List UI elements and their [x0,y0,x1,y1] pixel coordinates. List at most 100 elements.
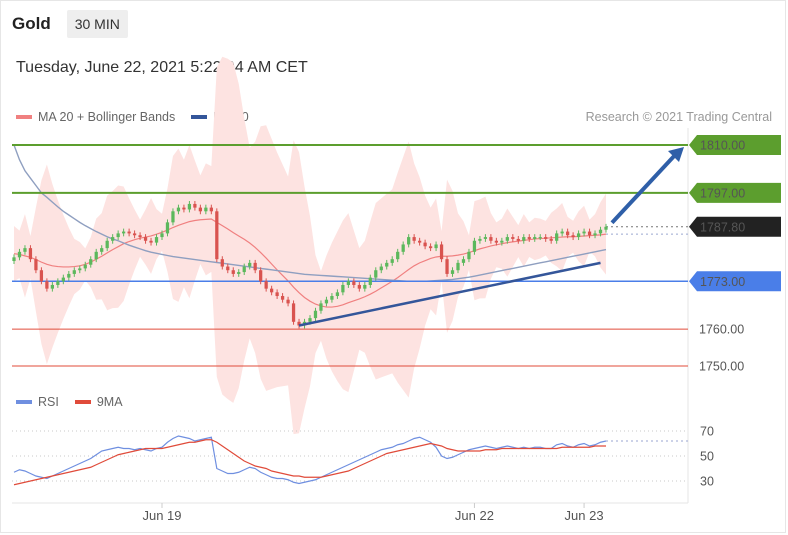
candle-body [28,248,33,260]
candle-body [313,310,318,319]
rsi-tick-label: 50 [700,450,714,464]
candle-body [280,296,285,300]
candle-body [456,262,460,271]
candle-body [319,303,323,311]
candle-body [291,303,296,322]
price-tag-label: 1797.00 [700,186,745,200]
candle-body [45,281,49,289]
chart-header: Gold 30 MIN [12,10,128,38]
candle-body [434,244,438,249]
candle-body [176,207,181,212]
candle-body [461,259,466,263]
candle-body [237,272,241,274]
candle-body [127,231,131,234]
candle-body [522,237,526,241]
candle-body [489,237,493,241]
instrument-title: Gold [12,14,51,33]
legend-item-ma20: MA 20 + Bollinger Bands [16,110,175,124]
x-axis-date-label: Jun 23 [565,508,604,523]
price-tag-label: 1787.80 [700,220,745,234]
candle-body [412,237,416,241]
candle-body [67,273,71,278]
candle-body [423,242,427,247]
candle-body [374,270,378,278]
candle-body [418,240,422,243]
candle-body [445,259,449,274]
level-label: 1760.00 [699,323,744,337]
legend-swatch-ma50 [191,115,208,119]
candle-body [500,240,504,243]
candle-body [598,229,603,234]
price-tag-resistance [689,135,781,155]
candle-body [23,248,27,252]
legend-label-ma20: MA 20 + Bollinger Bands [38,110,176,124]
candle-body [297,321,301,326]
candle-body [39,270,44,282]
candle-body [593,233,597,236]
candle-body [335,292,340,297]
candle-body [494,240,498,243]
candle-body [604,226,608,230]
candle-body [549,238,553,241]
price-tag-resistance [689,182,781,203]
candle-body [527,237,531,239]
candle-body [467,251,471,260]
legend-label-rsi: RSI [38,395,59,409]
candle-body [116,233,120,238]
candle-body [390,259,394,263]
candle-body [264,281,268,289]
candle-body [368,277,372,285]
candle-body [78,268,82,271]
candle-body [248,262,252,267]
candle-body [401,244,405,252]
rsi-tick-label: 70 [700,425,714,439]
candle-body [363,284,367,289]
candle-body [330,296,334,300]
candle-body [253,262,257,271]
candle-body [193,203,197,208]
legend-swatch-rsi [16,400,32,404]
candle-body [12,257,16,262]
candle-body [450,270,455,274]
candle-body [379,266,383,271]
candle-body [198,207,202,212]
bollinger-band [14,56,606,435]
candle-body [242,266,246,273]
interval-button[interactable]: 30 MIN [66,10,128,38]
candle-body [220,259,224,267]
support-trendline [298,261,601,327]
candle-body [83,264,87,269]
candle-body [259,270,263,282]
candle-body [396,251,400,260]
candle-body [566,231,570,236]
candle-body [587,231,592,236]
candle-body [187,203,192,210]
candle-body [270,288,274,293]
candle-body [511,237,515,239]
candle-body [132,233,137,236]
rsi-legend: RSI 9MA [16,395,139,409]
candle-body [50,284,54,289]
candle-body [533,237,537,239]
forecast-arrow-head [668,147,684,162]
rsi-line [13,435,607,485]
candle-body [385,262,389,267]
candle-body [560,231,564,234]
candle-body [352,281,356,285]
candle-body [308,318,312,322]
candle-body [544,237,548,239]
price-tag-label: 1773.00 [700,275,745,289]
legend-swatch-ma20 [16,115,32,119]
rsi-tick-label: 30 [700,475,714,489]
level-label: 1750.00 [699,360,744,374]
legend-swatch-9ma [74,400,91,404]
candle-body [357,284,361,289]
research-credit: Research © 2021 Trading Central [585,110,772,124]
price-tag-last [689,216,781,237]
candle-body [122,231,126,234]
candle-body [286,299,290,304]
candle-body [171,211,175,223]
legend-item-9ma: 9MA [74,395,123,409]
candle-body [100,248,104,252]
